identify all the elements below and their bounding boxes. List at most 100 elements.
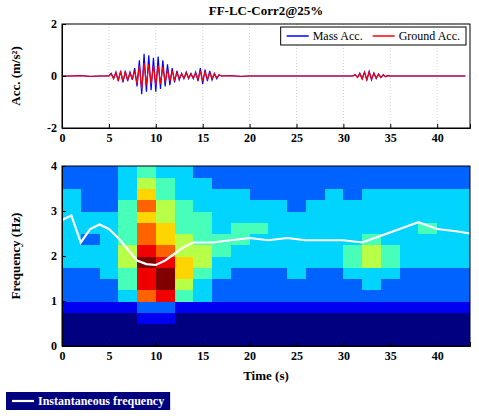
heat-cell <box>193 211 212 223</box>
x-axis: 0510152025303540 <box>60 342 471 363</box>
heat-cell <box>437 290 456 302</box>
heat-cell <box>343 267 362 279</box>
heat-cell <box>325 324 344 336</box>
heat-cell <box>193 245 212 257</box>
plot-area <box>62 54 465 94</box>
tick: 40 <box>432 124 444 145</box>
heat-cell <box>362 290 381 302</box>
tick-label: 20 <box>244 349 256 363</box>
tick-label: -2 <box>47 121 57 135</box>
series-line <box>62 216 470 266</box>
heat-cell <box>62 312 81 324</box>
heat-cell <box>325 189 344 201</box>
heat-cell <box>62 335 81 346</box>
heat-cell <box>156 211 175 223</box>
heat-cell <box>137 177 156 189</box>
tick: 4 <box>51 159 66 173</box>
tick-label: 4 <box>51 159 57 173</box>
heat-cell <box>118 189 137 201</box>
heat-cell <box>118 267 137 279</box>
tick-label: 15 <box>197 349 209 363</box>
tick-label: 5 <box>106 349 112 363</box>
heat-cell <box>231 335 250 346</box>
tick: 10 <box>150 342 162 363</box>
heat-cell <box>268 245 287 257</box>
heat-cell <box>343 312 362 324</box>
heat-cell <box>100 256 119 268</box>
heat-cell <box>343 256 362 268</box>
heat-cell <box>437 234 456 246</box>
heat-cell <box>456 177 470 189</box>
heat-cell <box>156 267 175 279</box>
heat-cell <box>268 267 287 279</box>
tick-mark <box>156 124 157 128</box>
heat-cell <box>268 222 287 234</box>
heat-cell <box>81 211 100 223</box>
heat-cell <box>62 256 81 268</box>
heat-cell <box>137 211 156 223</box>
heat-cell <box>250 200 269 212</box>
heat-cell <box>118 290 137 302</box>
heat-cell <box>193 177 212 189</box>
tick-label: 0 <box>51 339 57 353</box>
heat-cell <box>212 290 231 302</box>
heat-cell <box>400 324 419 336</box>
heat-cell <box>81 267 100 279</box>
tick: 25 <box>291 342 303 363</box>
heat-cell <box>343 200 362 212</box>
tick-mark <box>437 124 438 128</box>
tick-label: 30 <box>338 131 350 145</box>
heat-cell <box>212 267 231 279</box>
tick-mark <box>62 128 66 129</box>
axis-line <box>63 124 471 129</box>
heat-cell <box>362 256 381 268</box>
heat-cell <box>62 200 81 212</box>
heat-cell <box>362 324 381 336</box>
heat-cell <box>231 290 250 302</box>
tick-mark <box>62 256 66 257</box>
heat-cell <box>118 279 137 291</box>
heat-cell <box>137 267 156 279</box>
heat-cell <box>306 211 325 223</box>
tick-label: 25 <box>291 349 303 363</box>
heat-cell <box>250 211 269 223</box>
heat-cell <box>418 189 437 201</box>
heat-cell <box>268 279 287 291</box>
tick-mark <box>62 76 66 77</box>
heat-cell <box>287 211 306 223</box>
heat-cell <box>156 200 175 212</box>
heat-cell <box>362 335 381 346</box>
heat-cell <box>118 166 137 178</box>
heat-cell <box>306 189 325 201</box>
tick-label: 40 <box>432 131 444 145</box>
tick: 10 <box>150 124 162 145</box>
heat-cell <box>400 234 419 246</box>
heat-cell <box>362 301 381 313</box>
heat-cell <box>325 211 344 223</box>
tick-label: 0 <box>51 69 57 83</box>
heat-cell <box>418 312 437 324</box>
heat-cell <box>137 245 156 257</box>
tick-label: 10 <box>150 349 162 363</box>
heat-cell <box>100 200 119 212</box>
tick: 40 <box>432 342 444 363</box>
heat-cell <box>193 200 212 212</box>
heat-cell <box>418 177 437 189</box>
heat-cell <box>437 279 456 291</box>
heat-cell <box>362 200 381 212</box>
heat-cell <box>156 301 175 313</box>
heat-cell <box>193 279 212 291</box>
heat-cell <box>343 211 362 223</box>
heat-cell <box>137 335 156 346</box>
heat-cell <box>175 256 194 268</box>
x-axis-title: Time (s) <box>243 368 289 383</box>
heat-cell <box>400 211 419 223</box>
heat-cell <box>287 335 306 346</box>
heat-cell <box>118 301 137 313</box>
tick-mark <box>156 342 157 346</box>
heat-cell <box>231 222 250 234</box>
tick-label: 20 <box>244 131 256 145</box>
heat-cell <box>212 256 231 268</box>
heat-cell <box>325 301 344 313</box>
heat-cell <box>193 301 212 313</box>
